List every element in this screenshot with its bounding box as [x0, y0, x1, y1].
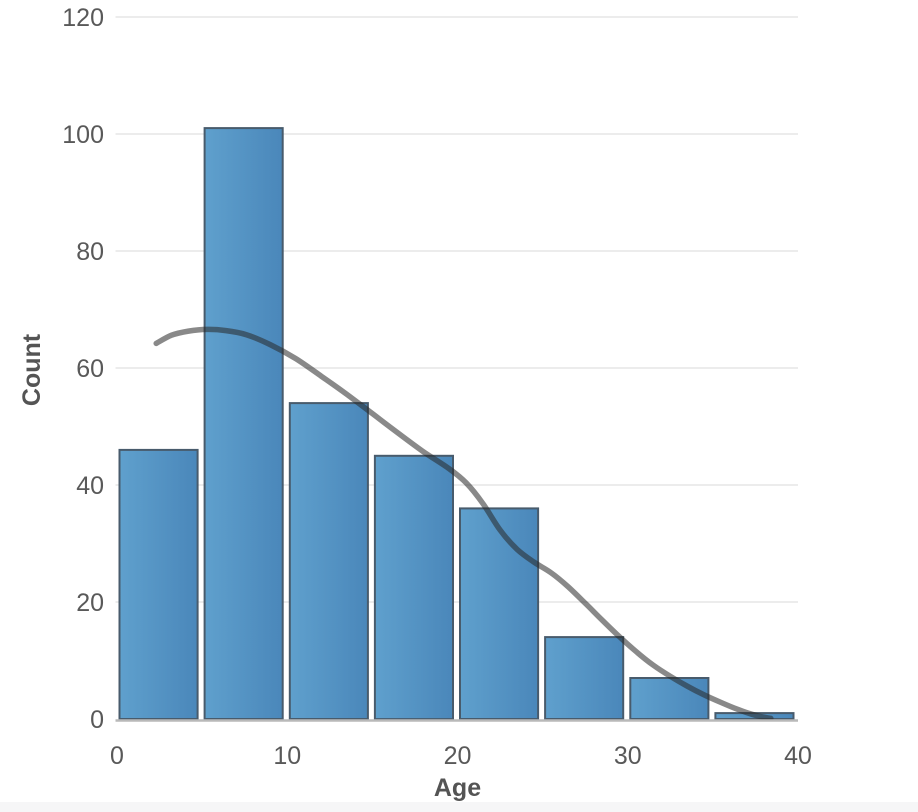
x-tick-label: 0	[110, 742, 124, 770]
histogram-bar	[544, 636, 625, 720]
density-curve	[153, 326, 774, 722]
histogram-bar	[629, 677, 710, 720]
footer-strip	[0, 802, 918, 812]
histogram-bar	[373, 454, 454, 721]
histogram-bar	[203, 127, 284, 721]
histogram-bar	[118, 448, 199, 720]
x-tick-label: 40	[784, 742, 812, 770]
y-axis-title: Count	[18, 333, 46, 406]
y-tick-label: 40	[76, 472, 104, 500]
y-tick-label: 120	[62, 4, 104, 32]
x-tick-label: 30	[614, 742, 642, 770]
x-tick-label: 10	[273, 742, 301, 770]
y-tick-label: 100	[62, 121, 104, 149]
y-tick-label: 20	[76, 589, 104, 617]
y-tick-label: 0	[90, 706, 104, 734]
x-tick-label: 20	[444, 742, 472, 770]
y-tick-label: 80	[76, 238, 104, 266]
y-tick-label: 60	[76, 355, 104, 383]
x-axis-title: Age	[434, 774, 481, 802]
histogram-bar	[288, 402, 369, 720]
histogram-bar	[459, 507, 540, 720]
